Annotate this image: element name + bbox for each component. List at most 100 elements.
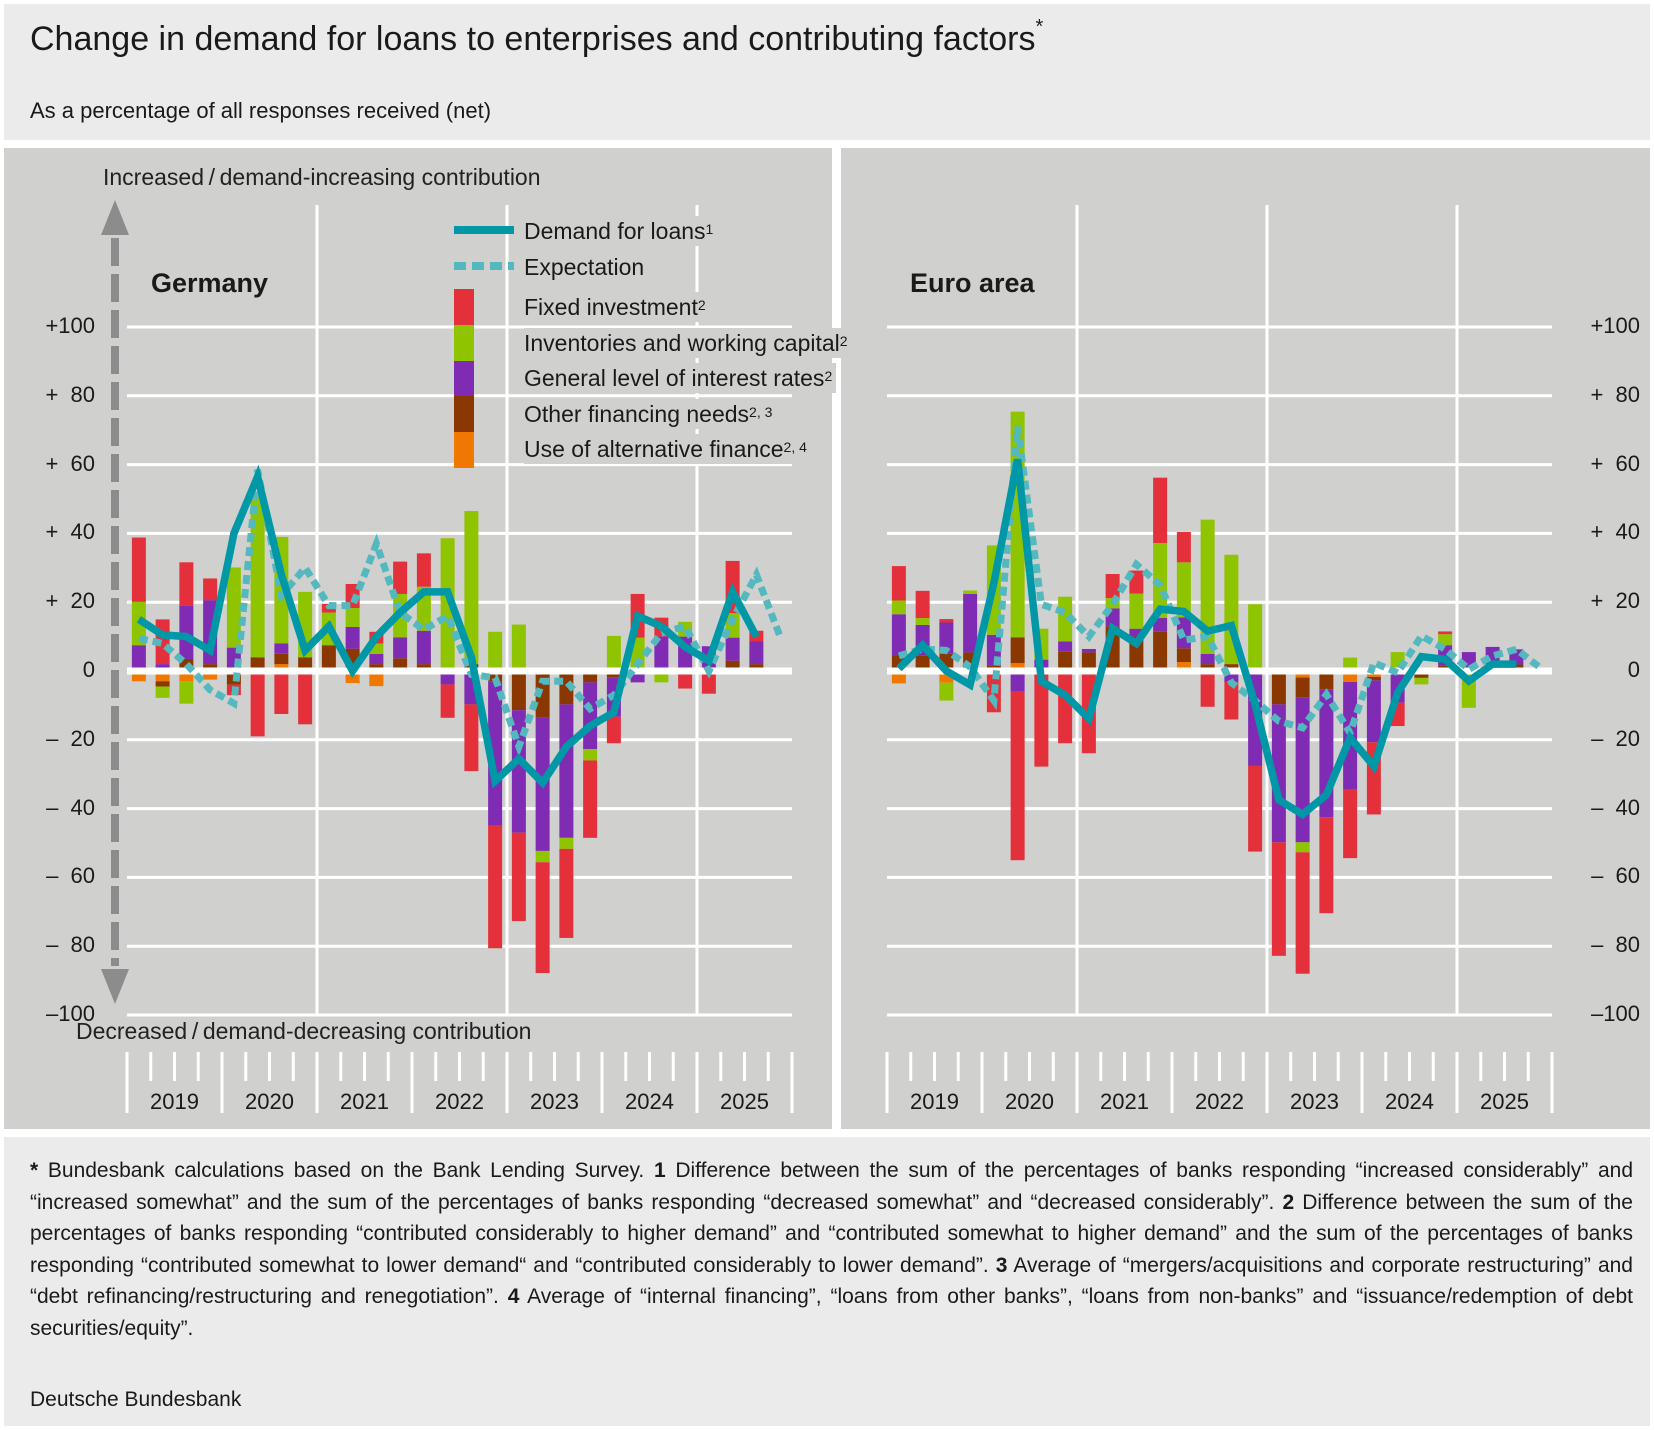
footnote-marker: 4 <box>507 1285 520 1309</box>
bar-other-financing-needs <box>274 653 289 665</box>
bar-general-level-of-interest-rates <box>179 605 194 659</box>
footnote-text: Difference between the sum of the percen… <box>30 1190 1633 1277</box>
y-tick-label: –100 <box>46 1001 95 1026</box>
axis-top-label: Increased / demand-increasing contributi… <box>101 163 543 191</box>
bar-inventories-and-working-capital <box>559 837 574 849</box>
bar-inventories-and-working-capital <box>654 671 669 683</box>
bar-use-of-alternative-finance <box>1176 662 1191 671</box>
bar-other-financing-needs <box>1271 671 1286 705</box>
line-demand-for-loans <box>896 458 1517 819</box>
bar-fixed-investment <box>393 561 408 594</box>
bar-fixed-investment <box>1295 852 1310 974</box>
bar-fixed-investment <box>559 848 574 938</box>
bar-fixed-investment <box>179 562 194 606</box>
y-tick-label: +100 <box>1590 313 1640 338</box>
bar-general-level-of-interest-rates <box>393 637 408 659</box>
x-tick-label: 2019 <box>910 1089 959 1114</box>
panel-title-euro-area: Euro area <box>910 268 1035 298</box>
bar-inventories-and-working-capital <box>226 567 241 648</box>
footnote-marker: 1 <box>653 1159 666 1182</box>
x-tick-label: 2023 <box>1290 1089 1339 1114</box>
x-tick-label: 2021 <box>340 1089 389 1114</box>
bar-fixed-investment <box>1248 765 1263 852</box>
bar-fixed-investment <box>701 671 716 694</box>
bar-fixed-investment <box>511 832 526 922</box>
bar-use-of-alternative-finance <box>155 671 170 682</box>
bar-fixed-investment <box>250 671 265 737</box>
arrow-up-icon <box>101 200 129 235</box>
bar-fixed-investment <box>464 704 479 772</box>
legend-swatch-inventories <box>454 325 474 361</box>
bar-inventories-and-working-capital <box>369 643 384 654</box>
bar-general-level-of-interest-rates <box>1058 641 1073 652</box>
bar-inventories-and-working-capital <box>891 600 906 615</box>
x-tick-label: 2025 <box>1480 1089 1529 1114</box>
bar-general-level-of-interest-rates <box>274 643 289 654</box>
y-tick-label: + 20 <box>45 588 95 614</box>
legend-sup: 2 <box>824 368 833 384</box>
bar-general-level-of-interest-rates <box>131 645 146 668</box>
footnote-text: Difference between the sum of the percen… <box>30 1159 1633 1214</box>
bar-other-financing-needs <box>321 645 336 671</box>
y-tick-label: +100 <box>45 313 95 338</box>
bar-use-of-alternative-finance <box>369 671 384 687</box>
bar-fixed-investment <box>583 760 598 838</box>
bar-fixed-investment <box>1034 671 1049 767</box>
bar-fixed-investment <box>606 716 621 744</box>
legend-sup: 2, 4 <box>783 439 807 455</box>
bar-inventories-and-working-capital <box>179 681 194 704</box>
y-tick-label: + 80 <box>1590 381 1640 407</box>
legend-sup: 2 <box>697 297 706 313</box>
direction-arrow <box>101 200 129 1004</box>
bar-other-financing-needs <box>1176 648 1191 663</box>
bar-fixed-investment <box>915 590 930 619</box>
y-tick-label: – 40 <box>1591 794 1640 820</box>
y-tick-label: – 20 <box>46 725 95 751</box>
x-tick-label: 2024 <box>1385 1089 1434 1114</box>
bar-fixed-investment <box>131 537 146 602</box>
bar-fixed-investment <box>1153 477 1168 544</box>
bar-inventories-and-working-capital <box>606 635 621 671</box>
y-tick-label: – 80 <box>46 932 95 958</box>
y-tick-label: + 60 <box>1590 450 1640 476</box>
bar-other-financing-needs <box>725 660 740 671</box>
bar-inventories-and-working-capital <box>511 624 526 671</box>
chart-title: Change in demand for loans to enterprise… <box>30 16 1043 59</box>
bar-fixed-investment <box>298 671 313 725</box>
bar-fixed-investment <box>488 825 503 949</box>
bar-other-financing-needs <box>250 657 265 668</box>
x-tick-label: 2022 <box>1195 1089 1244 1114</box>
legend-swatch-fixed-investment <box>454 289 474 325</box>
footnote-marker: 3 <box>995 1253 1008 1277</box>
legend-label: Use of alternative finance <box>524 436 784 462</box>
legend-sup: 1 <box>705 221 714 237</box>
y-tick-label: + 40 <box>45 519 95 545</box>
line-expectation <box>897 426 1543 742</box>
arrow-down-icon <box>101 969 129 1004</box>
x-tick-label: 2023 <box>530 1089 579 1114</box>
bar-inventories-and-working-capital <box>1414 677 1429 685</box>
y-tick-label: – 80 <box>1591 932 1640 958</box>
bar-use-of-alternative-finance <box>131 671 146 682</box>
source-label: Deutsche Bundesbank <box>30 1388 242 1411</box>
bar-inventories-and-working-capital <box>915 618 930 625</box>
bar-inventories-and-working-capital <box>155 686 170 698</box>
y-tick-label: – 20 <box>1591 725 1640 751</box>
legend-label: Fixed investment <box>524 294 698 320</box>
bar-fixed-investment <box>678 671 693 689</box>
bar-other-financing-needs <box>1153 631 1168 671</box>
bar-fixed-investment <box>535 862 550 974</box>
header-band <box>4 4 1650 140</box>
y-tick-label: + 80 <box>45 381 95 407</box>
legend-item-demand: Demand for loans1 <box>524 216 718 246</box>
bar-general-level-of-interest-rates <box>1129 628 1144 637</box>
bar-inventories-and-working-capital <box>440 538 455 671</box>
legend-label: Other financing needs <box>524 401 750 427</box>
x-tick-label: 2019 <box>150 1089 199 1114</box>
x-tick-label: 2020 <box>245 1089 294 1114</box>
series-lines <box>136 426 1543 819</box>
bar-fixed-investment <box>1200 671 1215 707</box>
footnote-band <box>4 1137 1650 1426</box>
legend-label: Expectation <box>524 254 645 280</box>
